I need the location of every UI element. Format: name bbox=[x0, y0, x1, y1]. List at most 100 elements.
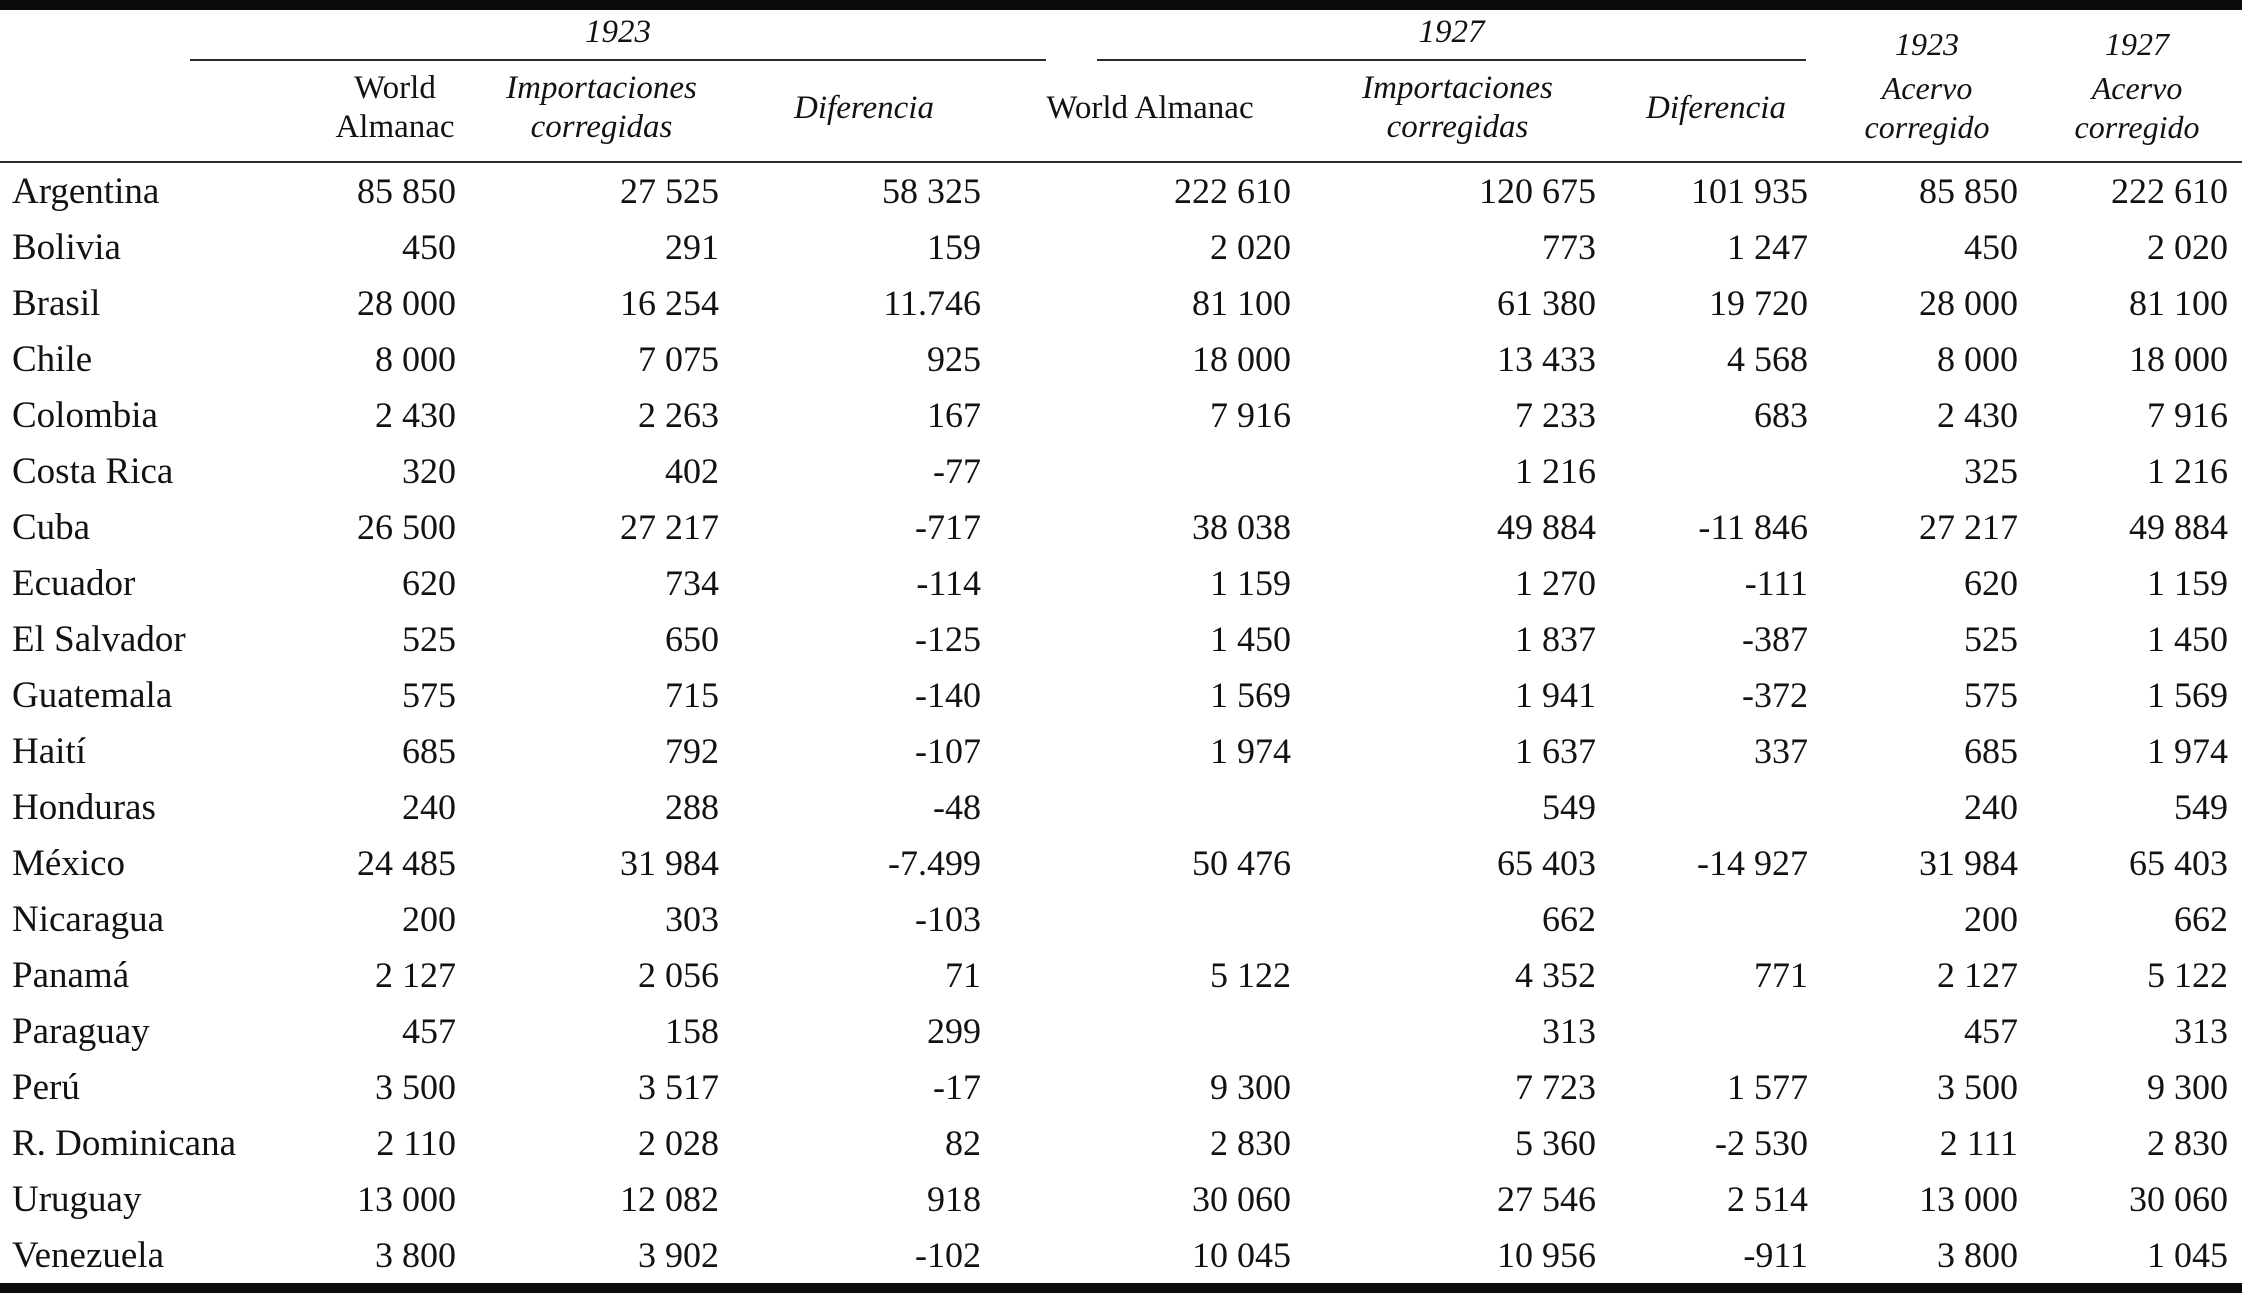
wa-1927-cell: 9 300 bbox=[1210, 1067, 1291, 1107]
importaciones-1923-cell: 2 056 bbox=[638, 955, 719, 995]
country-cell: Argentina bbox=[12, 170, 160, 212]
acervo-1927-year: 1927 bbox=[2105, 25, 2170, 62]
acervo-1923-cell: 525 bbox=[1964, 619, 2019, 659]
diferencia-1927-cell: 101 935 bbox=[1691, 171, 1809, 211]
wa-1927-cell: 7 916 bbox=[1210, 395, 1291, 435]
wa-1923-cell: 24 485 bbox=[357, 843, 456, 883]
table-row: Chile 8 000 7 075 925 18 000 13 433 4 56… bbox=[0, 331, 2242, 387]
acervo-1927-cell: 313 bbox=[2174, 1011, 2229, 1051]
country-cell: Uruguay bbox=[12, 1178, 142, 1220]
wa-1923-cell: 2 127 bbox=[375, 955, 456, 995]
table-row: México 24 485 31 984 -7.499 50 476 65 40… bbox=[0, 835, 2242, 891]
wa-1923-cell: 26 500 bbox=[357, 507, 456, 547]
acervo-1923-cell: 620 bbox=[1964, 563, 2019, 603]
acervo-1927-cell: 1 045 bbox=[2147, 1235, 2229, 1275]
importaciones-1927-cell: 49 884 bbox=[1497, 507, 1596, 547]
diferencia-1927-cell: -111 bbox=[1744, 563, 1809, 603]
importaciones-1923-cell: 715 bbox=[665, 675, 719, 715]
importaciones-1927-cell: 773 bbox=[1542, 227, 1596, 267]
table-row: Colombia 2 430 2 263 167 7 916 7 233 683… bbox=[0, 387, 2242, 443]
acervo-1927-cell: 1 974 bbox=[2147, 731, 2229, 771]
diferencia-1927-cell bbox=[1610, 891, 1822, 947]
header-world-almanac-1923: World Almanac bbox=[335, 70, 455, 145]
country-cell: Honduras bbox=[12, 786, 156, 828]
country-cell: Cuba bbox=[12, 506, 91, 548]
table-row: Panamá 2 127 2 056 71 5 122 4 352 771 2 … bbox=[0, 947, 2242, 1003]
importaciones-1927-cell: 549 bbox=[1542, 787, 1596, 827]
importaciones-1927-cell: 65 403 bbox=[1497, 843, 1596, 883]
acervo-1923-cell: 450 bbox=[1964, 227, 2019, 267]
acervo-1923-cell: 85 850 bbox=[1919, 171, 2019, 211]
wa-1927-cell: 2 020 bbox=[1210, 227, 1291, 267]
diferencia-1927-cell bbox=[1610, 779, 1822, 835]
table-row: Paraguay 457 158 299 313 457 313 bbox=[0, 1003, 2242, 1059]
diferencia-1927-cell: 683 bbox=[1754, 395, 1809, 435]
importaciones-1923-cell: 734 bbox=[665, 563, 719, 603]
acervo-1927-cell: 30 060 bbox=[2129, 1179, 2229, 1219]
acervo-1923-cell: 31 984 bbox=[1919, 843, 2019, 883]
diferencia-1923-cell: 82 bbox=[945, 1123, 981, 1163]
diferencia-1923-cell: -17 bbox=[933, 1067, 981, 1107]
importaciones-1927-cell: 1 941 bbox=[1515, 675, 1596, 715]
wa-1923-cell: 2 430 bbox=[375, 395, 456, 435]
country-cell: México bbox=[12, 842, 126, 884]
wa-1927-cell bbox=[995, 1003, 1305, 1059]
table-row: Haití 685 792 -107 1 974 1 637 337 685 1… bbox=[0, 723, 2242, 779]
header-importaciones-1927: Importaciones corregidas bbox=[1362, 70, 1553, 145]
diferencia-1927-cell: -11 846 bbox=[1698, 507, 1809, 547]
importaciones-1923-cell: 303 bbox=[665, 899, 719, 939]
diferencia-1923-cell: -125 bbox=[915, 619, 981, 659]
importaciones-1923-cell: 792 bbox=[665, 731, 719, 771]
diferencia-1927-cell: 4 568 bbox=[1727, 339, 1809, 379]
importaciones-1927-cell: 1 270 bbox=[1515, 563, 1596, 603]
diferencia-1927-cell: 1 577 bbox=[1727, 1067, 1809, 1107]
importaciones-1927-cell: 1 637 bbox=[1515, 731, 1596, 771]
acervo-1927-cell: 222 610 bbox=[2111, 171, 2229, 211]
importaciones-1923-cell: 16 254 bbox=[620, 283, 719, 323]
importaciones-1927-cell: 7 723 bbox=[1515, 1067, 1596, 1107]
country-cell: Perú bbox=[12, 1066, 80, 1108]
importaciones-1927-cell: 61 380 bbox=[1497, 283, 1596, 323]
header-importaciones-1923: Importaciones corregidas bbox=[506, 70, 697, 145]
wa-1927-cell bbox=[995, 891, 1305, 947]
country-cell: R. Dominicana bbox=[12, 1122, 237, 1164]
header-acervo-1927: 1927 Acervo corregido bbox=[2032, 5, 2242, 162]
acervo-1927-cell: 549 bbox=[2174, 787, 2229, 827]
diferencia-1927-cell: 771 bbox=[1754, 955, 1809, 995]
diferencia-1923-cell: -114 bbox=[916, 563, 981, 603]
table-row: Honduras 240 288 -48 549 240 549 bbox=[0, 779, 2242, 835]
wa-1927-cell: 18 000 bbox=[1192, 339, 1291, 379]
country-cell: Brasil bbox=[12, 282, 101, 324]
wa-1923-cell: 28 000 bbox=[357, 283, 456, 323]
importaciones-1923-cell: 291 bbox=[665, 227, 719, 267]
acervo-1923-cell: 27 217 bbox=[1919, 507, 2019, 547]
acervo-1927-label: Acervo corregido bbox=[2074, 70, 2200, 145]
diferencia-1923-cell: 58 325 bbox=[882, 171, 981, 211]
acervo-1923-cell: 2 430 bbox=[1937, 395, 2019, 435]
header-diferencia-1923: Diferencia bbox=[794, 89, 934, 126]
acervo-1923-cell: 28 000 bbox=[1919, 283, 2019, 323]
diferencia-1927-cell: -911 bbox=[1743, 1235, 1809, 1275]
acervo-1923-cell: 13 000 bbox=[1919, 1179, 2019, 1219]
importaciones-1927-cell: 313 bbox=[1542, 1011, 1596, 1051]
country-cell: Ecuador bbox=[12, 562, 136, 604]
acervo-1923-cell: 3 500 bbox=[1937, 1067, 2019, 1107]
importaciones-1927-cell: 5 360 bbox=[1515, 1123, 1596, 1163]
wa-1927-cell: 38 038 bbox=[1192, 507, 1291, 547]
wa-1923-cell: 85 850 bbox=[357, 171, 456, 211]
wa-1923-cell: 13 000 bbox=[357, 1179, 456, 1219]
diferencia-1927-cell: 2 514 bbox=[1727, 1179, 1809, 1219]
wa-1923-cell: 685 bbox=[402, 731, 456, 771]
country-cell: Panamá bbox=[12, 954, 130, 996]
acervo-1927-cell: 18 000 bbox=[2129, 339, 2229, 379]
importaciones-1923-cell: 2 263 bbox=[638, 395, 719, 435]
country-cell: El Salvador bbox=[12, 618, 186, 660]
wa-1927-cell: 222 610 bbox=[1174, 171, 1291, 211]
acervo-1923-cell: 457 bbox=[1964, 1011, 2019, 1051]
acervo-1927-cell: 81 100 bbox=[2129, 283, 2229, 323]
acervo-1923-cell: 2 111 bbox=[1939, 1123, 2019, 1163]
importaciones-1923-cell: 650 bbox=[665, 619, 719, 659]
wa-1923-cell: 620 bbox=[402, 563, 456, 603]
diferencia-1923-cell: -77 bbox=[933, 451, 981, 491]
